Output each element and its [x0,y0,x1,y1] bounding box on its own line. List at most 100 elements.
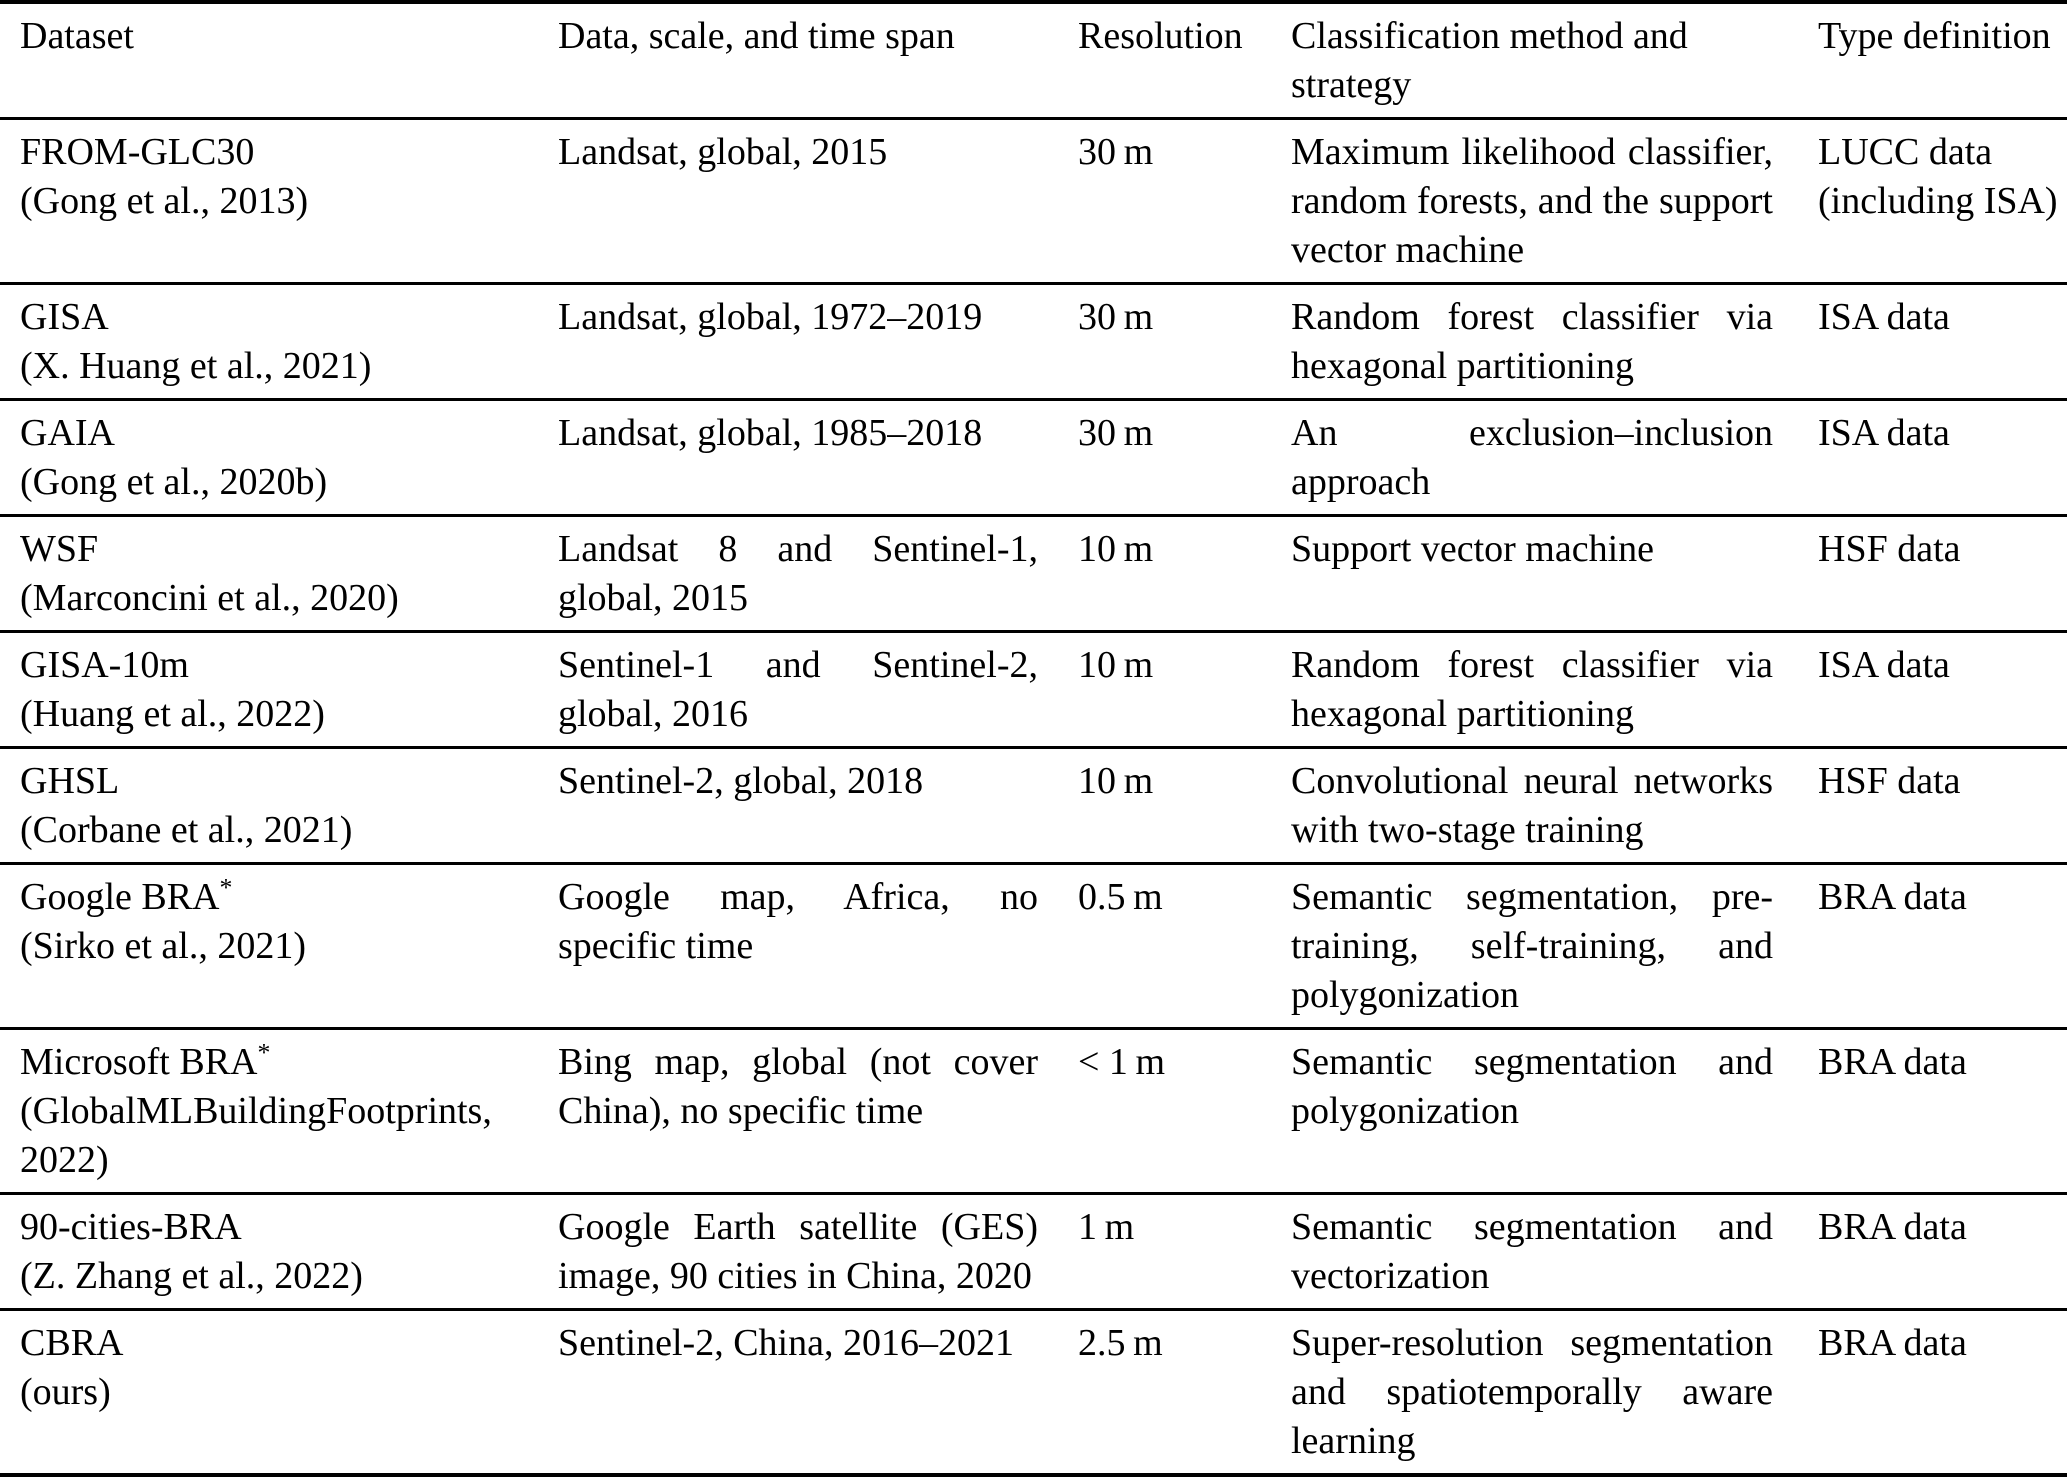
dataset-cell: FROM-GLC30 (Gong et al., 2013) [0,119,558,284]
table-row: GAIA (Gong et al., 2020b) Landsat, globa… [0,400,2067,516]
dataset-cell: GAIA (Gong et al., 2020b) [0,400,558,516]
type-cell: ISA data [1818,296,1950,338]
type-cell: ISA data [1818,412,1950,454]
dataset-cell: CBRA (ours) [0,1310,558,1476]
data-scale-cell: Sentinel-1 and Sentinel-2, global, 2016 [558,644,1038,735]
method-cell: Random forest classifier via hexagonal p… [1291,644,1773,735]
column-header-dataset: Dataset [20,15,134,57]
dataset-name: GHSL [20,757,528,806]
table-row: GISA (X. Huang et al., 2021) Landsat, gl… [0,284,2067,400]
dataset-cell: GISA (X. Huang et al., 2021) [0,284,558,400]
dataset-name-text: GHSL [20,760,120,802]
data-scale-cell: Sentinel-2, China, 2016–2021 [558,1322,1014,1364]
dataset-reference: (X. Huang et al., 2021) [20,345,372,387]
data-scale-cell: Landsat, global, 2015 [558,131,888,173]
data-scale-cell: Google Earth satellite (GES) image, 90 c… [558,1206,1038,1297]
dataset-cell: Google BRA* (Sirko et al., 2021) [0,864,558,1029]
dataset-cell: GISA-10m (Huang et al., 2022) [0,632,558,748]
dataset-reference: (Sirko et al., 2021) [20,925,307,967]
dataset-name: GAIA [20,409,528,458]
method-cell: Support vector machine [1291,528,1655,570]
resolution-cell: 1 m [1078,1206,1135,1248]
table-row: Google BRA* (Sirko et al., 2021) Google … [0,864,2067,1029]
dataset-name: WSF [20,525,528,574]
dataset-name-text: GAIA [20,412,115,454]
dataset-name: GISA [20,293,528,342]
dataset-cell: Microsoft BRA* (GlobalMLBuildingFootprin… [0,1029,558,1194]
data-scale-cell: Bing map, global (not cover China), no s… [558,1041,1038,1132]
method-cell: Semantic segmentation and vectorization [1291,1206,1773,1297]
dataset-reference: (Gong et al., 2020b) [20,461,328,503]
table-row: GISA-10m (Huang et al., 2022) Sentinel-1… [0,632,2067,748]
table-body: FROM-GLC30 (Gong et al., 2013) Landsat, … [0,119,2067,1476]
resolution-cell: 10 m [1078,528,1154,570]
type-cell: HSF data [1818,528,1961,570]
method-cell: Random forest classifier via hexagonal p… [1291,296,1773,387]
dataset-reference: (ours) [20,1371,111,1413]
dataset-name: FROM-GLC30 [20,128,528,177]
resolution-cell: 0.5 m [1078,876,1163,918]
table-row: WSF (Marconcini et al., 2020) Landsat 8 … [0,516,2067,632]
data-scale-cell: Sentinel-2, global, 2018 [558,760,924,802]
dataset-name-text: 90-cities-BRA [20,1206,242,1248]
dataset-name: Google BRA* [20,873,528,922]
data-scale-cell: Landsat, global, 1972–2019 [558,296,983,338]
dataset-name: 90-cities-BRA [20,1203,528,1252]
dataset-cell: WSF (Marconcini et al., 2020) [0,516,558,632]
resolution-cell: 2.5 m [1078,1322,1163,1364]
header-row: Dataset Data, scale, and time span Resol… [0,2,2067,119]
column-header-type: Type definition [1818,15,2051,57]
column-header-method: Classification method and strategy [1291,15,1688,106]
type-cell: HSF data [1818,760,1961,802]
dataset-name-text: FROM-GLC30 [20,131,255,173]
method-cell: Semantic segmentation, pre-training, sel… [1291,876,1773,1016]
type-cell: BRA data [1818,1206,1967,1248]
dataset-reference: (Gong et al., 2013) [20,180,309,222]
dataset-name-text: GISA-10m [20,644,189,686]
dataset-reference: (Z. Zhang et al., 2022) [20,1255,363,1297]
resolution-cell: 10 m [1078,644,1154,686]
resolution-cell: 30 m [1078,412,1154,454]
data-scale-cell: Landsat, global, 1985–2018 [558,412,983,454]
method-cell: Super-resolution segmentation and spatio… [1291,1322,1773,1462]
dataset-name-text: Google BRA [20,876,220,918]
dataset-name-text: GISA [20,296,109,338]
dataset-name: Microsoft BRA* [20,1038,528,1087]
method-cell: Maximum likelihood classifier, random fo… [1291,131,1773,271]
data-scale-cell: Google map, Africa, no specific time [558,876,1038,967]
data-scale-cell: Landsat 8 and Sentinel-1, global, 2015 [558,528,1038,619]
resolution-cell: 10 m [1078,760,1154,802]
table-row: CBRA (ours) Sentinel-2, China, 2016–2021… [0,1310,2067,1476]
dataset-name: GISA-10m [20,641,528,690]
dataset-reference: (GlobalMLBuildingFootprints, 2022) [20,1090,492,1181]
type-cell: BRA data [1818,1041,1967,1083]
type-cell: LUCC data (including ISA) [1818,131,2058,222]
dataset-cell: GHSL (Corbane et al., 2021) [0,748,558,864]
table-row: FROM-GLC30 (Gong et al., 2013) Landsat, … [0,119,2067,284]
type-cell: BRA data [1818,1322,1967,1364]
table-row: Microsoft BRA* (GlobalMLBuildingFootprin… [0,1029,2067,1194]
method-cell: Convolutional neural networks with two-s… [1291,760,1773,851]
type-cell: BRA data [1818,876,1967,918]
dataset-star: * [257,1037,271,1067]
dataset-reference: (Corbane et al., 2021) [20,809,353,851]
dataset-star: * [219,872,233,902]
resolution-cell: 30 m [1078,131,1154,173]
resolution-cell: < 1 m [1078,1041,1166,1083]
column-header-data-scale: Data, scale, and time span [558,15,955,57]
table-header: Dataset Data, scale, and time span Resol… [0,2,2067,119]
method-cell: An exclusion–inclusion approach [1291,412,1773,503]
dataset-name-text: WSF [20,528,99,570]
table-row: 90-cities-BRA (Z. Zhang et al., 2022) Go… [0,1194,2067,1310]
type-cell: ISA data [1818,644,1950,686]
table-row: GHSL (Corbane et al., 2021) Sentinel-2, … [0,748,2067,864]
dataset-name-text: Microsoft BRA [20,1041,258,1083]
dataset-reference: (Huang et al., 2022) [20,693,325,735]
dataset-name: CBRA [20,1319,528,1368]
dataset-name-text: CBRA [20,1322,124,1364]
dataset-cell: 90-cities-BRA (Z. Zhang et al., 2022) [0,1194,558,1310]
column-header-resolution: Resolution [1078,15,1243,57]
resolution-cell: 30 m [1078,296,1154,338]
dataset-reference: (Marconcini et al., 2020) [20,577,399,619]
method-cell: Semantic segmentation and polygonization [1291,1041,1773,1132]
